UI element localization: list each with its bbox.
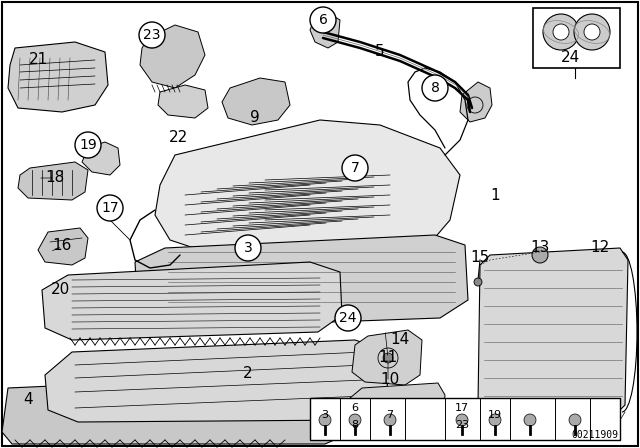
Circle shape xyxy=(456,414,468,426)
Circle shape xyxy=(384,414,396,426)
Circle shape xyxy=(75,132,101,158)
Text: 1: 1 xyxy=(490,188,500,202)
Text: 19: 19 xyxy=(488,410,502,420)
Polygon shape xyxy=(310,14,340,48)
Text: 15: 15 xyxy=(470,250,490,266)
Text: 7: 7 xyxy=(351,161,360,175)
Circle shape xyxy=(342,155,368,181)
Polygon shape xyxy=(478,248,628,415)
Bar xyxy=(310,398,620,440)
Circle shape xyxy=(383,353,393,363)
Polygon shape xyxy=(460,82,492,122)
Text: 3: 3 xyxy=(321,410,328,420)
Text: 4: 4 xyxy=(23,392,33,408)
Text: 23: 23 xyxy=(143,28,161,42)
Text: 10: 10 xyxy=(380,372,399,388)
Bar xyxy=(533,8,620,68)
Circle shape xyxy=(574,14,610,50)
Circle shape xyxy=(489,414,501,426)
Polygon shape xyxy=(42,262,342,340)
Polygon shape xyxy=(352,330,422,385)
Text: 12: 12 xyxy=(590,241,610,255)
Circle shape xyxy=(422,75,448,101)
Polygon shape xyxy=(140,25,205,88)
Circle shape xyxy=(553,24,569,40)
Circle shape xyxy=(310,7,336,33)
Circle shape xyxy=(532,247,548,263)
Circle shape xyxy=(235,235,261,261)
Text: 11: 11 xyxy=(378,350,397,366)
Circle shape xyxy=(474,278,482,286)
Polygon shape xyxy=(2,374,352,444)
Text: 8: 8 xyxy=(351,420,358,430)
Text: 6: 6 xyxy=(319,13,328,27)
Text: 7: 7 xyxy=(387,410,394,420)
Polygon shape xyxy=(158,85,208,118)
Text: 18: 18 xyxy=(45,171,65,185)
Text: 21: 21 xyxy=(28,52,47,68)
Circle shape xyxy=(524,414,536,426)
Polygon shape xyxy=(82,142,120,175)
Text: 23: 23 xyxy=(455,420,469,430)
Text: 6: 6 xyxy=(351,403,358,413)
Text: 24: 24 xyxy=(339,311,356,325)
Polygon shape xyxy=(222,78,290,125)
Circle shape xyxy=(543,14,579,50)
Text: 16: 16 xyxy=(52,238,72,254)
Text: 9: 9 xyxy=(250,111,260,125)
Text: 3: 3 xyxy=(244,241,252,255)
Circle shape xyxy=(319,414,331,426)
Polygon shape xyxy=(155,120,460,272)
Text: 5: 5 xyxy=(375,44,385,60)
Polygon shape xyxy=(38,228,88,265)
Text: 20: 20 xyxy=(51,283,70,297)
Text: 24: 24 xyxy=(561,51,580,65)
Polygon shape xyxy=(348,383,445,438)
Text: 22: 22 xyxy=(168,130,188,146)
Circle shape xyxy=(335,305,361,331)
Polygon shape xyxy=(135,235,468,328)
Bar xyxy=(365,400,405,420)
Text: 2: 2 xyxy=(243,366,253,380)
Text: 8: 8 xyxy=(431,81,440,95)
Text: 19: 19 xyxy=(79,138,97,152)
Text: 00211909: 00211909 xyxy=(571,430,618,440)
Circle shape xyxy=(569,414,581,426)
Polygon shape xyxy=(18,162,88,200)
Text: 14: 14 xyxy=(390,332,410,348)
Circle shape xyxy=(584,24,600,40)
Text: 17: 17 xyxy=(101,201,119,215)
Circle shape xyxy=(349,414,361,426)
Polygon shape xyxy=(45,340,388,422)
Text: 17: 17 xyxy=(455,403,469,413)
Circle shape xyxy=(97,195,123,221)
Polygon shape xyxy=(8,42,108,112)
Text: 13: 13 xyxy=(531,241,550,255)
Circle shape xyxy=(139,22,165,48)
